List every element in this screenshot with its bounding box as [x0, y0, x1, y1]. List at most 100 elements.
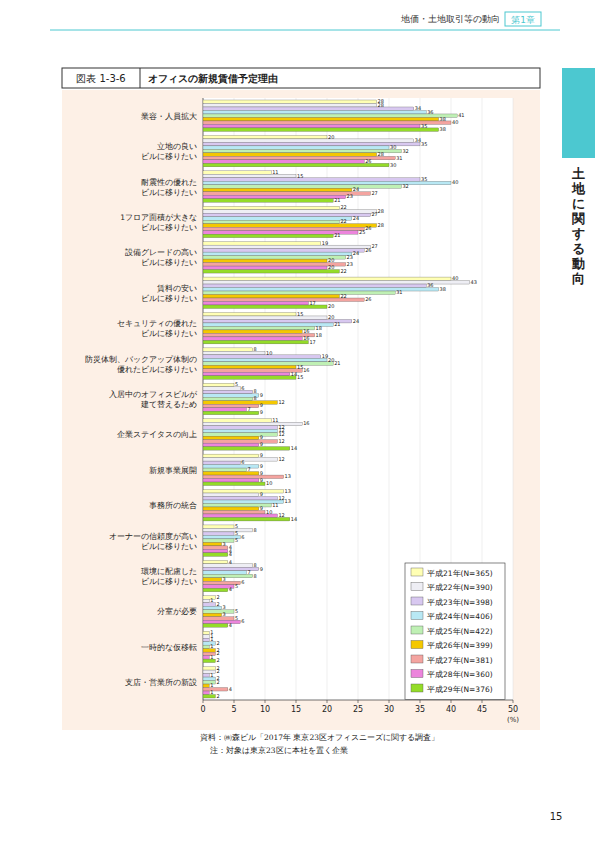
- bar: [203, 337, 302, 340]
- data-label: 6: [241, 459, 244, 465]
- bar: [203, 656, 209, 659]
- tick: [389, 700, 390, 703]
- bar: [203, 242, 321, 245]
- data-label: 12: [278, 399, 284, 405]
- bar: [203, 670, 215, 673]
- bar: [203, 617, 234, 620]
- tick-label: 15: [291, 705, 301, 714]
- data-label: 9: [260, 505, 263, 511]
- bar: [203, 596, 215, 599]
- data-label: 2: [216, 668, 219, 674]
- bar: [203, 482, 265, 485]
- bar: [203, 517, 290, 520]
- legend: 平成21年(N=365)平成22年(N=390)平成23年(N=398)平成24…: [405, 563, 505, 700]
- data-label: 20: [328, 134, 334, 140]
- data-label: 8: [254, 527, 257, 533]
- bar: [203, 340, 308, 343]
- side-tab-char: 動: [571, 256, 585, 271]
- data-label: 35: [421, 176, 427, 182]
- bar: [203, 142, 420, 145]
- tick: [327, 700, 328, 703]
- legend-label: 平成29年(N=376): [427, 685, 493, 694]
- data-label: 4: [229, 622, 232, 628]
- bar: [203, 110, 426, 113]
- data-label: 8: [254, 388, 257, 394]
- data-label: 24: [353, 215, 359, 221]
- data-label: 12: [278, 512, 284, 518]
- bar: [203, 549, 228, 552]
- bar: [203, 397, 253, 400]
- bar: [203, 695, 215, 698]
- bar: [203, 210, 377, 213]
- data-label: 3: [223, 604, 226, 610]
- data-label: 11: [272, 417, 278, 423]
- data-label: 9: [260, 491, 263, 497]
- data-label: 5: [235, 608, 238, 614]
- data-label: 22: [340, 204, 346, 210]
- data-label: 2: [216, 594, 219, 600]
- bar: [203, 542, 222, 545]
- bar: [203, 624, 228, 627]
- bar: [203, 295, 339, 298]
- category-label: 賃料の安いビルに移りたい: [141, 284, 197, 303]
- data-label: 5: [235, 530, 238, 536]
- data-label: 9: [260, 441, 263, 447]
- side-tab-char: す: [571, 226, 585, 241]
- bar: [203, 206, 339, 209]
- data-label: 23: [347, 193, 353, 199]
- header-rule: [50, 30, 560, 31]
- data-label: 23: [347, 254, 353, 260]
- side-tab-bar: [562, 68, 595, 158]
- bar: [203, 603, 215, 606]
- data-label: 15: [297, 374, 303, 380]
- data-label: 4: [229, 559, 232, 565]
- bar: [203, 691, 209, 694]
- legend-label: 平成27年(N=381): [427, 656, 493, 665]
- title-divider: [140, 68, 141, 88]
- bar: [203, 599, 209, 602]
- bar: [203, 652, 215, 655]
- bar: [203, 362, 333, 365]
- legend-label: 平成22年(N=390): [427, 583, 493, 592]
- data-label: 21: [334, 360, 340, 366]
- bar: [203, 153, 377, 156]
- data-label: 31: [396, 155, 402, 161]
- data-label: 22: [340, 293, 346, 299]
- category-label: 防災体制、バックアップ体制の優れたビルに移りたい: [85, 355, 197, 374]
- tick: [265, 700, 266, 703]
- legend-swatch: [411, 612, 423, 620]
- data-label: 26: [365, 225, 371, 231]
- bar: [203, 263, 346, 266]
- bar: [203, 645, 209, 648]
- data-label: 6: [241, 618, 244, 624]
- chart-title: オフィスの新規賃借予定理由: [148, 73, 278, 84]
- bar: [203, 610, 234, 613]
- data-label: 5: [235, 523, 238, 529]
- data-label: 4: [229, 686, 232, 692]
- data-label: 38: [440, 286, 446, 292]
- data-label: 3: [223, 611, 226, 617]
- data-label: 6: [241, 385, 244, 391]
- data-label: 26: [365, 296, 371, 302]
- bar: [203, 458, 277, 461]
- data-label: 10: [266, 509, 272, 515]
- data-label: 41: [458, 112, 464, 118]
- data-label: 26: [365, 247, 371, 253]
- bar: [203, 234, 333, 237]
- data-label: 12: [278, 431, 284, 437]
- bar: [203, 490, 284, 493]
- bar: [203, 553, 228, 556]
- data-label: 35: [421, 141, 427, 147]
- bar: [203, 181, 451, 184]
- tick-label: 40: [446, 705, 456, 714]
- data-label: 4: [229, 586, 232, 592]
- data-label: 6: [241, 579, 244, 585]
- tick-label: 25: [353, 705, 363, 714]
- bar: [203, 677, 215, 680]
- category-label: セキュリティの優れたビルに移りたい: [117, 319, 197, 338]
- bar: [203, 394, 259, 397]
- legend-label: 平成28年(N=360): [427, 670, 493, 679]
- data-label: 11: [272, 169, 278, 175]
- bar: [203, 146, 389, 149]
- data-label: 40: [452, 275, 458, 281]
